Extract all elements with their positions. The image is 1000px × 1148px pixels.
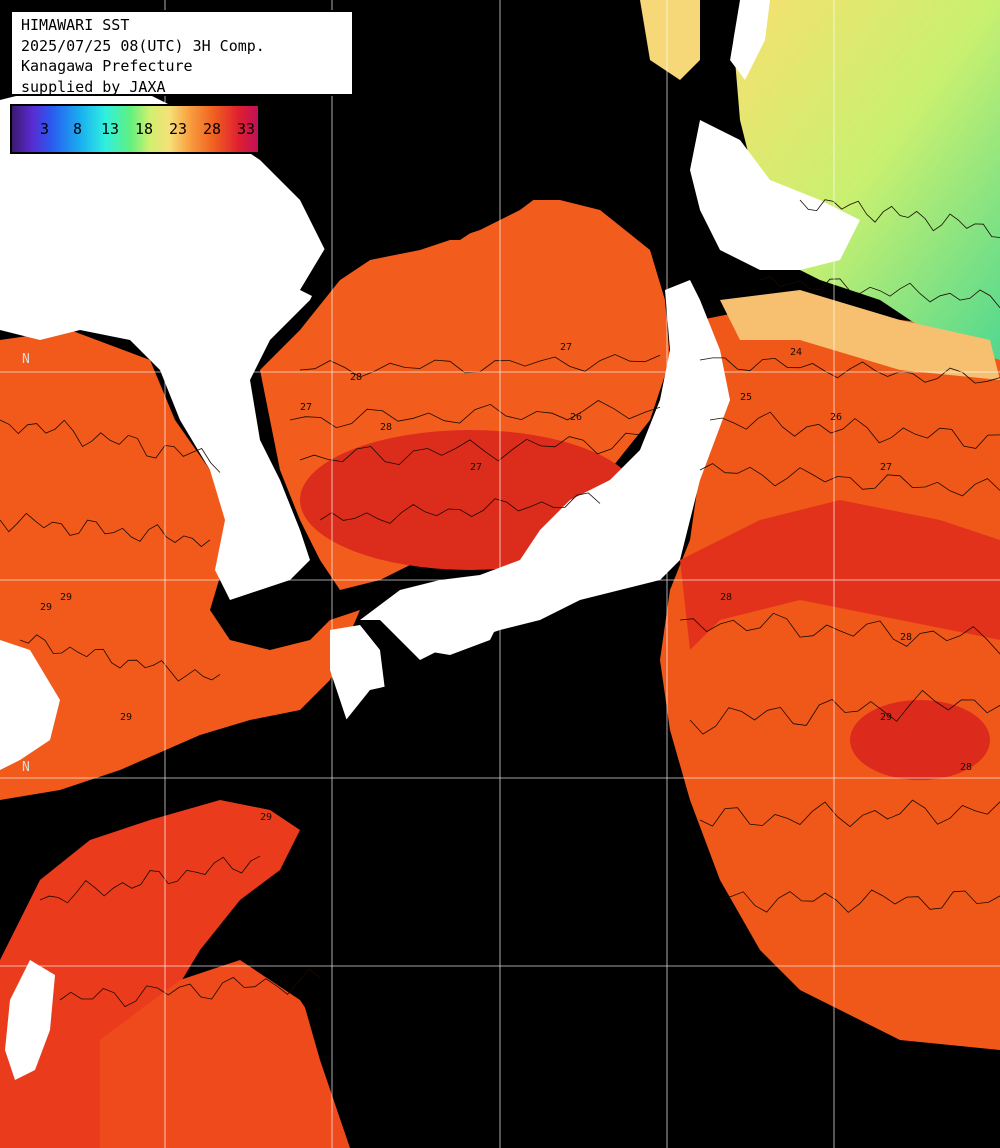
isotherm-line bbox=[0, 512, 211, 548]
contour-label: 27 bbox=[880, 462, 892, 473]
legend-tick: 23 bbox=[169, 120, 188, 138]
sea-southwest bbox=[0, 800, 300, 1148]
isotherm-line bbox=[799, 199, 1000, 238]
temperature-legend: 3 8 13 18 23 28 33 bbox=[10, 104, 260, 154]
lat-label-north: N bbox=[22, 352, 30, 367]
land-russia-coast bbox=[300, 0, 640, 300]
contour-label: 26 bbox=[570, 412, 582, 423]
legend-tick: 8 bbox=[73, 120, 83, 138]
legend-tick: 28 bbox=[203, 120, 222, 138]
contour-label: 29 bbox=[40, 602, 52, 613]
isotherm-line bbox=[679, 612, 1000, 655]
contour-label: 28 bbox=[350, 372, 362, 383]
legend-tick: 18 bbox=[135, 120, 154, 138]
land-taiwan bbox=[5, 960, 55, 1080]
contour-label: 29 bbox=[120, 712, 132, 723]
sea-kuroshio bbox=[680, 500, 1000, 650]
land-china-east bbox=[0, 640, 60, 770]
contour-label: 24 bbox=[790, 347, 802, 358]
map-title: HIMAWARI SST bbox=[21, 16, 130, 34]
isotherm-line bbox=[699, 463, 1000, 497]
isotherm-line bbox=[289, 400, 661, 429]
contour-labels: 28 28 27 26 27 29 29 29 25 26 27 24 28 28 29 28 29 27 bbox=[40, 342, 972, 823]
contour-label: 28 bbox=[960, 762, 972, 773]
sea-sanriku bbox=[720, 290, 1000, 380]
legend-tick: 3 bbox=[40, 120, 50, 138]
isotherm-line bbox=[709, 411, 1000, 449]
land-sakhalin bbox=[730, 0, 770, 80]
sea-north-mid bbox=[640, 0, 700, 80]
land-honshu bbox=[360, 280, 730, 660]
isotherm-line bbox=[759, 276, 1000, 309]
isotherm-line bbox=[719, 889, 1000, 913]
legend-tick: 13 bbox=[101, 120, 120, 138]
sea-north-cool bbox=[730, 0, 1000, 360]
legend-tick: 33 bbox=[237, 120, 256, 138]
contour-label: 29 bbox=[260, 812, 272, 823]
contour-label: 27 bbox=[300, 402, 312, 413]
contour-label: 26 bbox=[830, 412, 842, 423]
sea-yellow-sea bbox=[0, 330, 360, 800]
isotherm-line bbox=[19, 634, 221, 682]
map-datetime: 2025/07/25 08(UTC) 3H Comp. bbox=[21, 36, 265, 55]
contour-label: 25 bbox=[740, 392, 752, 403]
isotherm-line bbox=[319, 492, 601, 524]
contour-label: 28 bbox=[720, 592, 732, 603]
contour-label: 27 bbox=[470, 462, 482, 473]
nodata-okhotsk bbox=[700, 0, 740, 120]
lat-label-south: N bbox=[22, 760, 30, 775]
map-info-box: HIMAWARI SST 2025/07/25 08(UTC) 3H Comp.… bbox=[10, 10, 354, 96]
contour-label: 29 bbox=[880, 712, 892, 723]
sea-hot-pacific bbox=[850, 700, 990, 780]
isotherm-line bbox=[59, 968, 321, 1008]
map-credit: supplied by JAXA bbox=[21, 77, 166, 96]
land-shikoku bbox=[420, 605, 500, 655]
isotherm-line bbox=[689, 689, 1000, 735]
isotherm-contours bbox=[0, 199, 1000, 1008]
isotherm-line bbox=[699, 357, 1000, 384]
nodata-pacific-south bbox=[300, 665, 1000, 1148]
contour-label: 29 bbox=[60, 592, 72, 603]
isotherm-line bbox=[699, 799, 1000, 828]
isotherm-line bbox=[39, 855, 261, 904]
contour-label: 28 bbox=[380, 422, 392, 433]
map-region: Kanagawa Prefecture bbox=[21, 57, 193, 75]
isotherm-line bbox=[299, 432, 641, 466]
land-hokkaido bbox=[690, 120, 860, 270]
contour-label: 27 bbox=[560, 342, 572, 353]
isotherm-line bbox=[0, 419, 221, 473]
contour-label: 28 bbox=[900, 632, 912, 643]
